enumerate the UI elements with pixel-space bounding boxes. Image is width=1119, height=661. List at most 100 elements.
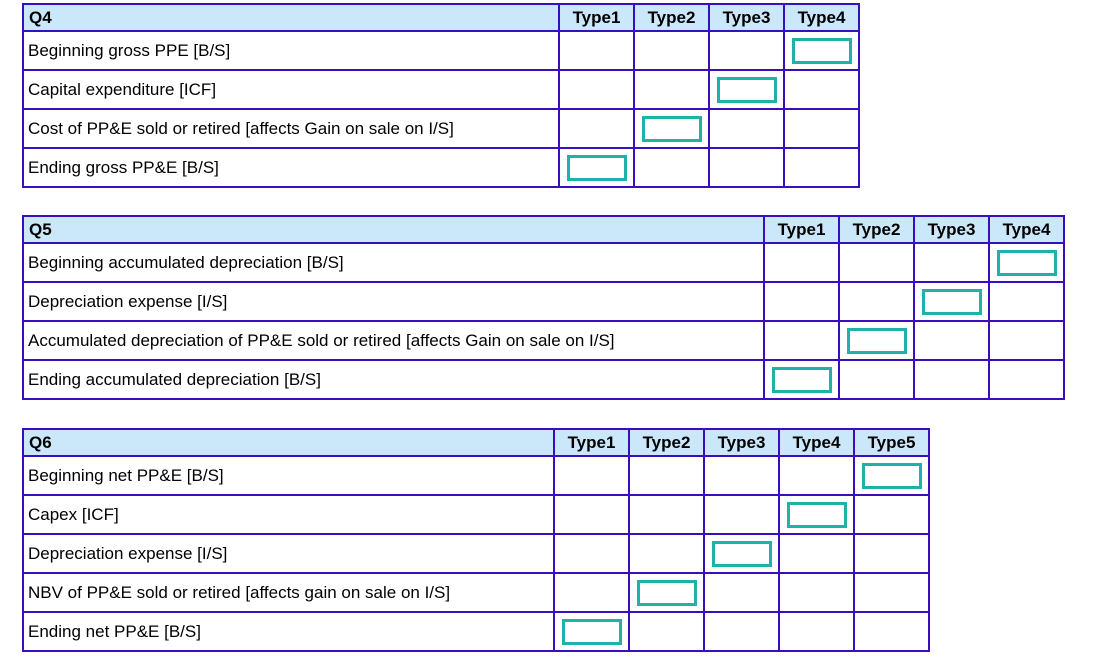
- column-header-type3: Type3: [703, 428, 780, 457]
- selected-answer-box: [716, 76, 777, 103]
- table-row: Beginning accumulated depreciation [B/S]: [22, 242, 1065, 283]
- answer-cell-q6-row4-type2[interactable]: [628, 572, 705, 613]
- column-header-type4: Type4: [988, 215, 1065, 244]
- answer-cell-q6-row2-type2[interactable]: [628, 494, 705, 535]
- answer-cell-q6-row5-type4[interactable]: [778, 611, 855, 652]
- row-label: Ending net PP&E [B/S]: [22, 611, 555, 652]
- column-header-type4: Type4: [783, 3, 860, 32]
- header-row: Q5 Type1 Type2 Type3 Type4: [22, 215, 1065, 244]
- table-row: Cost of PP&E sold or retired [affects Ga…: [22, 108, 860, 149]
- answer-cell-q4-row1-type1[interactable]: [558, 30, 635, 71]
- table-row: Depreciation expense [I/S]: [22, 533, 930, 574]
- selected-answer-box: [561, 618, 622, 645]
- row-label: Capex [ICF]: [22, 494, 555, 535]
- column-header-type1: Type1: [558, 3, 635, 32]
- answer-cell-q6-row5-type1[interactable]: [553, 611, 630, 652]
- selected-answer-box: [861, 462, 922, 489]
- answer-cell-q5-row2-type3[interactable]: [913, 281, 990, 322]
- answer-cell-q4-row3-type4[interactable]: [783, 108, 860, 149]
- answer-cell-q5-row1-type2[interactable]: [838, 242, 915, 283]
- answer-cell-q6-row3-type5[interactable]: [853, 533, 930, 574]
- answer-cell-q6-row2-type1[interactable]: [553, 494, 630, 535]
- answer-cell-q6-row5-type3[interactable]: [703, 611, 780, 652]
- table-title: Q4: [22, 3, 560, 32]
- answer-cell-q5-row1-type1[interactable]: [763, 242, 840, 283]
- answer-cell-q4-row1-type4[interactable]: [783, 30, 860, 71]
- answer-cell-q5-row1-type3[interactable]: [913, 242, 990, 283]
- answer-cell-q6-row3-type3[interactable]: [703, 533, 780, 574]
- column-header-type1: Type1: [553, 428, 630, 457]
- answer-cell-q5-row3-type3[interactable]: [913, 320, 990, 361]
- table-row: Depreciation expense [I/S]: [22, 281, 1065, 322]
- selected-answer-box: [771, 366, 832, 393]
- selected-answer-box: [566, 154, 627, 181]
- answer-cell-q4-row4-type4[interactable]: [783, 147, 860, 188]
- answer-cell-q4-row2-type4[interactable]: [783, 69, 860, 110]
- answer-cell-q5-row3-type4[interactable]: [988, 320, 1065, 361]
- answer-cell-q5-row3-type1[interactable]: [763, 320, 840, 361]
- answer-cell-q6-row2-type5[interactable]: [853, 494, 930, 535]
- answer-cell-q4-row3-type1[interactable]: [558, 108, 635, 149]
- selected-answer-box: [711, 540, 772, 567]
- answer-cell-q4-row4-type2[interactable]: [633, 147, 710, 188]
- column-header-type5: Type5: [853, 428, 930, 457]
- row-label: Ending gross PP&E [B/S]: [22, 147, 560, 188]
- selected-answer-box: [921, 288, 982, 315]
- selected-answer-box: [846, 327, 907, 354]
- answer-cell-q6-row1-type3[interactable]: [703, 455, 780, 496]
- row-label: Depreciation expense [I/S]: [22, 281, 765, 322]
- answer-cell-q6-row3-type4[interactable]: [778, 533, 855, 574]
- answer-cell-q4-row2-type2[interactable]: [633, 69, 710, 110]
- header-row: Q4 Type1 Type2 Type3 Type4: [22, 3, 860, 32]
- column-header-type2: Type2: [628, 428, 705, 457]
- selected-answer-box: [641, 115, 702, 142]
- answer-cell-q6-row3-type2[interactable]: [628, 533, 705, 574]
- answer-cell-q5-row4-type1[interactable]: [763, 359, 840, 400]
- table-title: Q5: [22, 215, 765, 244]
- answer-cell-q5-row4-type4[interactable]: [988, 359, 1065, 400]
- table-q6: Q6 Type1 Type2 Type3 Type4 Type5 Beginning net…: [22, 428, 930, 652]
- answer-cell-q4-row1-type2[interactable]: [633, 30, 710, 71]
- row-label: Cost of PP&E sold or retired [affects Ga…: [22, 108, 560, 149]
- answer-cell-q6-row4-type3[interactable]: [703, 572, 780, 613]
- table-row: Beginning gross PPE [B/S]: [22, 30, 860, 71]
- column-header-type3: Type3: [913, 215, 990, 244]
- row-label: NBV of PP&E sold or retired [affects gai…: [22, 572, 555, 613]
- answer-cell-q4-row3-type3[interactable]: [708, 108, 785, 149]
- answer-cell-q6-row3-type1[interactable]: [553, 533, 630, 574]
- answer-cell-q6-row1-type4[interactable]: [778, 455, 855, 496]
- answer-cell-q4-row3-type2[interactable]: [633, 108, 710, 149]
- answer-cell-q5-row2-type4[interactable]: [988, 281, 1065, 322]
- answer-cell-q6-row1-type1[interactable]: [553, 455, 630, 496]
- answer-cell-q4-row4-type3[interactable]: [708, 147, 785, 188]
- table-row: Ending net PP&E [B/S]: [22, 611, 930, 652]
- selected-answer-box: [791, 37, 852, 64]
- row-label: Beginning accumulated depreciation [B/S]: [22, 242, 765, 283]
- answer-cell-q6-row4-type4[interactable]: [778, 572, 855, 613]
- answer-cell-q4-row1-type3[interactable]: [708, 30, 785, 71]
- answer-cell-q6-row1-type2[interactable]: [628, 455, 705, 496]
- row-label: Beginning net PP&E [B/S]: [22, 455, 555, 496]
- answer-cell-q6-row5-type2[interactable]: [628, 611, 705, 652]
- selected-answer-box: [996, 249, 1057, 276]
- answer-cell-q4-row4-type1[interactable]: [558, 147, 635, 188]
- row-label: Accumulated depreciation of PP&E sold or…: [22, 320, 765, 361]
- answer-cell-q4-row2-type1[interactable]: [558, 69, 635, 110]
- answer-cell-q5-row1-type4[interactable]: [988, 242, 1065, 283]
- answer-cell-q5-row2-type2[interactable]: [838, 281, 915, 322]
- selected-answer-box: [636, 579, 697, 606]
- answer-cell-q6-row2-type3[interactable]: [703, 494, 780, 535]
- header-row: Q6 Type1 Type2 Type3 Type4 Type5: [22, 428, 930, 457]
- answer-cell-q6-row1-type5[interactable]: [853, 455, 930, 496]
- answer-cell-q6-row2-type4[interactable]: [778, 494, 855, 535]
- answer-cell-q6-row4-type5[interactable]: [853, 572, 930, 613]
- answer-cell-q5-row4-type3[interactable]: [913, 359, 990, 400]
- answer-cell-q5-row4-type2[interactable]: [838, 359, 915, 400]
- answer-cell-q6-row5-type5[interactable]: [853, 611, 930, 652]
- column-header-type2: Type2: [838, 215, 915, 244]
- answer-cell-q5-row3-type2[interactable]: [838, 320, 915, 361]
- answer-cell-q6-row4-type1[interactable]: [553, 572, 630, 613]
- answer-cell-q5-row2-type1[interactable]: [763, 281, 840, 322]
- row-label: Ending accumulated depreciation [B/S]: [22, 359, 765, 400]
- answer-cell-q4-row2-type3[interactable]: [708, 69, 785, 110]
